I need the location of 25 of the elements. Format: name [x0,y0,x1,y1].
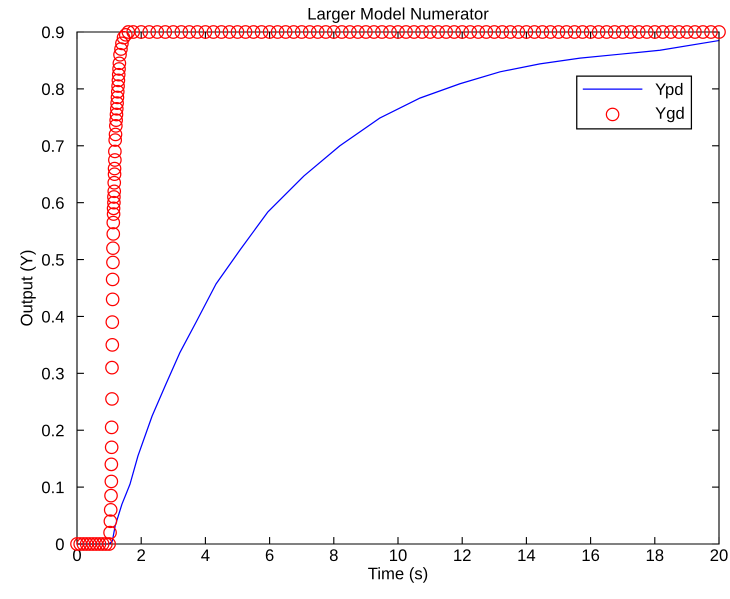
x-tick-label: 6 [266,549,274,562]
x-axis-title: Time (s) [368,567,428,583]
x-tick-label: 20 [710,549,728,562]
y-tick-label: 0.8 [42,83,64,96]
x-tick-label: 14 [518,549,536,561]
x-tick-label: 10 [390,549,407,562]
legend-label: Ygd [655,106,684,122]
y-tick-label: 0.3 [42,368,64,380]
y-tick-label: 0.2 [42,424,64,436]
y-tick-label: 0.9 [42,26,64,38]
y-tick-label: 0.7 [42,140,64,152]
x-tick-label: 16 [582,549,600,562]
legend-label: Ypd [655,82,682,98]
y-tick-label: 0.5 [42,254,64,266]
chart-title: Larger Model Numerator [308,7,489,23]
y-tick-label: 0.6 [42,197,64,209]
x-tick-label: 2 [137,549,145,561]
x-tick-label: 8 [330,549,338,562]
y-tick-label: 0.1 [42,482,64,494]
x-tick-label: 4 [201,549,210,561]
y-tick-label: 0 [56,538,64,550]
x-tick-label: 12 [454,549,471,561]
y-axis-title: Output (Y) [20,250,36,326]
x-tick-label: 18 [646,549,664,562]
y-tick-label: 0.4 [42,310,64,323]
